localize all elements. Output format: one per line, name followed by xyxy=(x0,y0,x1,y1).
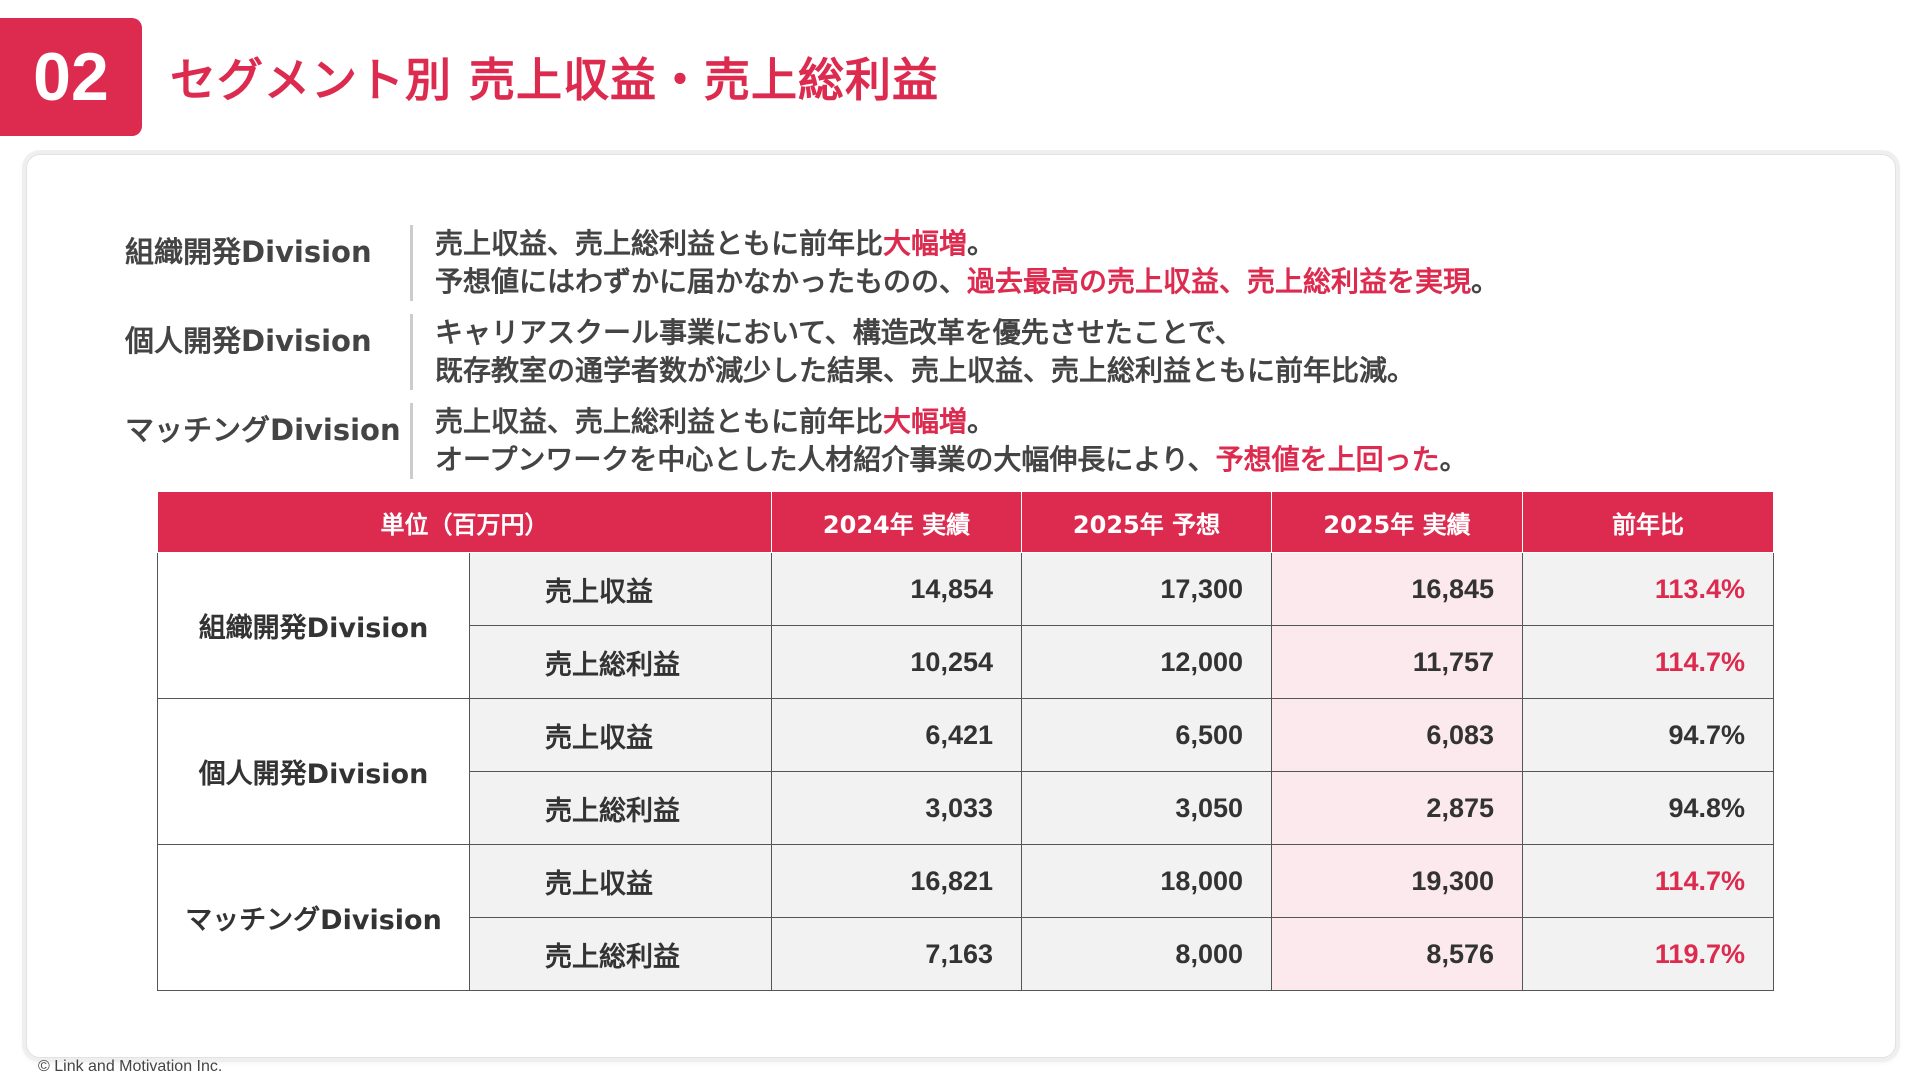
value-yoy-ratio: 94.8% xyxy=(1522,771,1774,845)
text-segment: 予想値にはわずかに届かなかったものの、 xyxy=(435,265,968,298)
value-2025-actual: 8,576 xyxy=(1271,917,1523,991)
summary-line: 予想値にはわずかに届かなかったものの、過去最高の売上収益、売上総利益を実現。 xyxy=(435,263,1499,301)
text-segment: 。 xyxy=(967,405,996,438)
copyright: © Link and Motivation Inc. xyxy=(38,1058,223,1075)
table-body: 組織開発Division 売上収益 14,854 17,300 16,845 113.4%… xyxy=(157,552,1774,991)
table-row: 個人開発Division 売上収益 6,421 6,500 6,083 94.7% xyxy=(157,698,1774,845)
value-2024-actual: 14,854 xyxy=(771,552,1022,626)
value-yoy-ratio: 114.7% xyxy=(1522,844,1774,918)
metric-cell: 売上総利益 xyxy=(469,625,772,699)
text-segment: キャリアスクール事業において、構造改革を優先させたことで、 xyxy=(435,316,1243,349)
metric-cell: 売上収益 xyxy=(469,552,772,626)
header-unit: 単位（百万円） xyxy=(157,491,772,553)
text-segment: 。 xyxy=(967,227,996,260)
value-yoy-ratio: 114.7% xyxy=(1522,625,1774,699)
value-2025-forecast: 18,000 xyxy=(1021,844,1272,918)
value-2024-actual: 16,821 xyxy=(771,844,1022,918)
page-title: セグメント別 売上収益・売上総利益 xyxy=(170,53,940,107)
value-2025-actual: 6,083 xyxy=(1271,698,1523,772)
summary-text: 売上収益、売上総利益ともに前年比大幅増。 オープンワークを中心とした人材紹介事業… xyxy=(410,403,1468,479)
value-2024-actual: 7,163 xyxy=(771,917,1022,991)
division-name-cell: 組織開発Division xyxy=(157,552,470,699)
summary-label: 組織開発Division xyxy=(125,235,372,269)
highlight-text: 大幅増 xyxy=(883,227,968,260)
table-row: 組織開発Division 売上収益 14,854 17,300 16,845 113.4% xyxy=(157,552,1774,699)
value-yoy-ratio: 113.4% xyxy=(1522,552,1774,626)
summary-label: 個人開発Division xyxy=(125,324,372,358)
value-yoy-ratio: 94.7% xyxy=(1522,698,1774,772)
metric-cell: 売上収益 xyxy=(469,698,772,772)
summary-row: 組織開発Division 売上収益、売上総利益ともに前年比大幅増。 予想値にはわ… xyxy=(125,225,1825,301)
value-2024-actual: 6,421 xyxy=(771,698,1022,772)
header-2025-actual: 2025年 実績 xyxy=(1271,491,1523,553)
text-segment: 既存教室の通学者数が減少した結果、売上収益、売上総利益ともに前年比減。 xyxy=(435,354,1416,387)
value-2025-actual: 2,875 xyxy=(1271,771,1523,845)
value-2025-forecast: 17,300 xyxy=(1021,552,1272,626)
metric-cell: 売上総利益 xyxy=(469,917,772,991)
table-row: 売上総利益 10,254 12,000 11,757 114.7% xyxy=(158,625,1774,699)
value-2025-actual: 19,300 xyxy=(1271,844,1523,918)
division-summary: 組織開発Division 売上収益、売上総利益ともに前年比大幅増。 予想値にはわ… xyxy=(125,225,1825,492)
summary-line: 既存教室の通学者数が減少した結果、売上収益、売上総利益ともに前年比減。 xyxy=(435,352,1415,390)
value-2025-forecast: 6,500 xyxy=(1021,698,1272,772)
value-2025-actual: 16,845 xyxy=(1271,552,1523,626)
highlight-text: 大幅増 xyxy=(883,405,968,438)
summary-line: オープンワークを中心とした人材紹介事業の大幅伸長により、予想値を上回った。 xyxy=(435,441,1468,479)
summary-line: 売上収益、売上総利益ともに前年比大幅増。 xyxy=(435,225,1499,263)
segment-results-table: 単位（百万円） 2024年 実績 2025年 予想 2025年 実績 前年比 組… xyxy=(157,491,1774,991)
section-number-badge: 02 xyxy=(0,18,142,136)
table-row: マッチングDivision 売上収益 16,821 18,000 19,300 114.7… xyxy=(157,844,1774,991)
value-2024-actual: 10,254 xyxy=(771,625,1022,699)
summary-row: マッチングDivision 売上収益、売上総利益ともに前年比大幅増。 オープンワ… xyxy=(125,403,1825,479)
value-2024-actual: 3,033 xyxy=(771,771,1022,845)
text-segment: 売上収益、売上総利益ともに前年比 xyxy=(435,227,884,260)
text-segment: 。 xyxy=(1439,443,1468,476)
table-row: 売上総利益 3,033 3,050 2,875 94.8% xyxy=(158,771,1774,845)
division-name-cell: マッチングDivision xyxy=(157,844,470,991)
text-segment: オープンワークを中心とした人材紹介事業の大幅伸長により、 xyxy=(435,443,1216,476)
highlight-text: 予想値を上回った xyxy=(1215,443,1440,476)
summary-text: 売上収益、売上総利益ともに前年比大幅増。 予想値にはわずかに届かなかったものの、… xyxy=(410,225,1499,301)
summary-label: マッチングDivision xyxy=(125,413,401,447)
metric-cell: 売上総利益 xyxy=(469,771,772,845)
value-2025-forecast: 8,000 xyxy=(1021,917,1272,991)
value-2025-actual: 11,757 xyxy=(1271,625,1523,699)
value-yoy-ratio: 119.7% xyxy=(1522,917,1774,991)
table-header-row: 単位（百万円） 2024年 実績 2025年 予想 2025年 実績 前年比 xyxy=(157,491,1774,553)
content-card: 組織開発Division 売上収益、売上総利益ともに前年比大幅増。 予想値にはわ… xyxy=(26,154,1896,1058)
table-row: 売上総利益 7,163 8,000 8,576 119.7% xyxy=(158,917,1774,991)
text-segment: 売上収益、売上総利益ともに前年比 xyxy=(435,405,884,438)
header-2025-forecast: 2025年 予想 xyxy=(1021,491,1272,553)
value-2025-forecast: 12,000 xyxy=(1021,625,1272,699)
division-name-cell: 個人開発Division xyxy=(157,698,470,845)
text-segment: 。 xyxy=(1471,265,1500,298)
metric-cell: 売上収益 xyxy=(469,844,772,918)
summary-line: キャリアスクール事業において、構造改革を優先させたことで、 xyxy=(435,314,1415,352)
section-number: 02 xyxy=(33,39,109,115)
summary-row: 個人開発Division キャリアスクール事業において、構造改革を優先させたこと… xyxy=(125,314,1825,390)
header-2024-actual: 2024年 実績 xyxy=(771,491,1022,553)
header-yoy-ratio: 前年比 xyxy=(1522,491,1774,553)
summary-text: キャリアスクール事業において、構造改革を優先させたことで、 既存教室の通学者数が… xyxy=(410,314,1415,390)
value-2025-forecast: 3,050 xyxy=(1021,771,1272,845)
highlight-text: 過去最高の売上収益、売上総利益を実現 xyxy=(967,265,1472,298)
summary-line: 売上収益、売上総利益ともに前年比大幅増。 xyxy=(435,403,1468,441)
